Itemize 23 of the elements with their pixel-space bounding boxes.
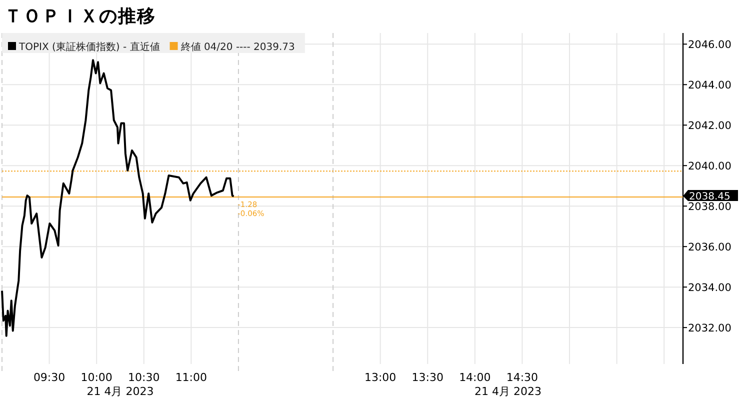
y-tick-label: 2038.00 [688, 201, 732, 214]
x-tick-label: 13:00 [364, 371, 396, 384]
x-tick-label: 11:00 [175, 371, 208, 384]
x-tick-label: 14:00 [459, 371, 491, 384]
x-tick-label: 13:30 [412, 371, 444, 384]
text: 21 4月 2023 [86, 385, 154, 398]
x-tick-label: 09:30 [33, 371, 66, 384]
y-tick-label: 2040.00 [688, 160, 732, 173]
x-tick-label: 14:30 [506, 371, 538, 384]
y-tick-label: 2036.00 [688, 242, 732, 254]
y-tick-label: 2032.00 [688, 322, 732, 335]
x-tick-label: 10:00 [80, 371, 112, 384]
legend-label: 終値 04/20 ---- 2039.73 [180, 41, 295, 53]
text: 21 4月 2023 [474, 385, 542, 398]
y-tick-label: 2042.00 [688, 120, 732, 132]
y-tick-label: 2046.00 [688, 39, 732, 52]
chart-title: ＴＯＰＩＸの推移 [4, 6, 156, 27]
y-tick-label: 2044.00 [688, 80, 732, 92]
ref-line-label: 2038.45 [689, 191, 730, 202]
legend-label: TOPIX (東証株価指数) - 直近値 [18, 41, 160, 53]
x-tick-label: 10:30 [128, 371, 160, 384]
y-tick-label: 2034.00 [688, 282, 732, 294]
line-series [1, 59, 235, 337]
